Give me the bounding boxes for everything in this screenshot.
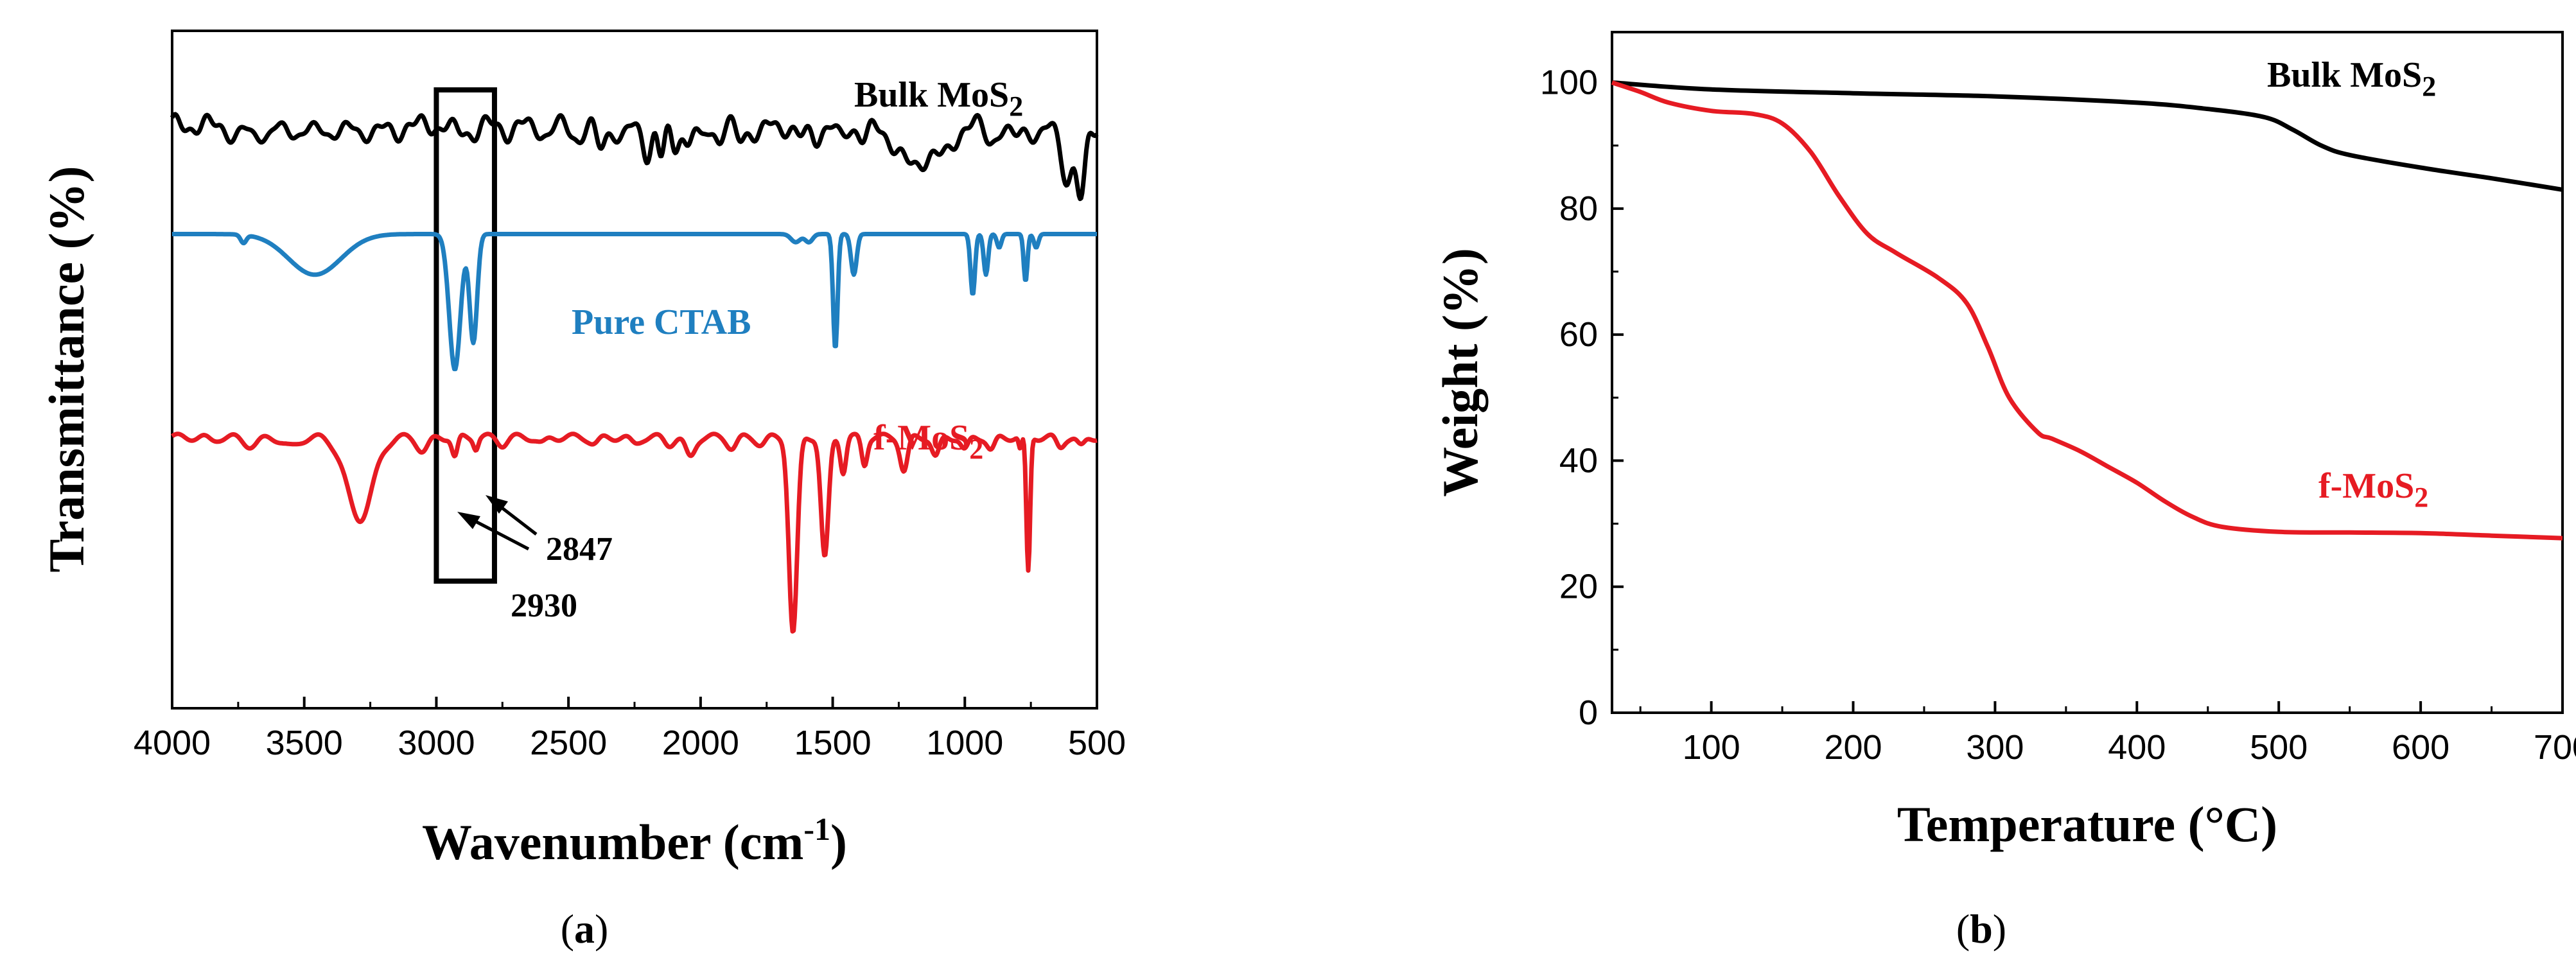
label-bulk-mos2-a: Bulk MoS2	[854, 75, 1023, 122]
x-tick-label: 4000	[134, 724, 211, 762]
highlight-box	[434, 87, 497, 584]
arrow-2847	[486, 495, 538, 536]
series-line-bulk-mos2	[1611, 80, 2563, 192]
series-line-bulk-mos2	[170, 112, 1099, 202]
x-tick-label: 300	[1966, 728, 2024, 767]
x-tick-label: 3000	[398, 724, 475, 762]
panel-b-y-axis: 0 20 40 60 80 100	[1540, 64, 1624, 732]
label-f-mos2-a: f-MoS2	[873, 418, 983, 465]
y-tick-label: 100	[1540, 64, 1598, 102]
panel-a-ftir-chart: 4000 3500 3000 2500 2000 1500 1000 500 2847 293…	[39, 30, 1126, 952]
series-line-f-mos2	[171, 431, 1098, 634]
x-tick-label: 2000	[662, 724, 739, 762]
panel-a-series	[170, 112, 1099, 634]
x-tick-label: 3500	[266, 724, 343, 762]
panel-b-x-axis: 100 200 300 400 500 600 700	[1639, 701, 2576, 767]
x-tick-label: 500	[1068, 724, 1126, 762]
panel-b-plot-frame	[1611, 31, 2564, 714]
label-bulk-mos2-b: Bulk MoS2	[2267, 55, 2436, 102]
panel-a-x-axis-label: Wavenumber (cm-1)	[422, 811, 847, 870]
series-line-pure-ctab	[171, 232, 1098, 372]
panel-a-plot-frame	[171, 30, 1098, 710]
y-tick-label: 40	[1559, 441, 1598, 480]
label-pure-ctab: Pure CTAB	[572, 302, 751, 342]
panel-b-series	[1611, 80, 2563, 541]
x-tick-label: 1500	[794, 724, 872, 762]
x-tick-label: 2500	[530, 724, 607, 762]
panel-b-caption: (b)	[1956, 906, 2006, 952]
x-tick-label: 500	[2250, 728, 2308, 767]
panel-a-y-axis-label: Transmittance (%)	[39, 166, 94, 572]
annotation-2930: 2930	[511, 588, 577, 624]
annotation-2847: 2847	[546, 531, 613, 568]
arrow-2930	[457, 512, 530, 551]
panel-a-caption: (a)	[561, 906, 609, 952]
panel-b-tga-chart: 100 200 300 400 500 600 700 0 20 40 60 80 100 Bulk …	[1432, 31, 2576, 952]
y-tick-label: 20	[1559, 568, 1598, 606]
panel-a-x-axis: 4000 3500 3000 2500 2000 1500 1000 500	[134, 697, 1126, 762]
panel-b-x-axis-label: Temperature (°C)	[1897, 796, 2277, 852]
x-tick-label: 400	[2108, 728, 2166, 767]
x-tick-label: 100	[1683, 728, 1740, 767]
series-line-f-mos2	[1611, 80, 2563, 541]
label-f-mos2-b: f-MoS2	[2318, 466, 2428, 513]
x-tick-label: 700	[2534, 728, 2576, 767]
y-tick-label: 60	[1559, 315, 1598, 354]
panel-b-y-axis-label: Weight (%)	[1432, 248, 1488, 497]
x-tick-label: 200	[1824, 728, 1882, 767]
x-tick-label: 600	[2392, 728, 2449, 767]
x-tick-label: 1000	[926, 724, 1003, 762]
y-tick-label: 80	[1559, 189, 1598, 228]
y-tick-label: 0	[1579, 693, 1598, 732]
